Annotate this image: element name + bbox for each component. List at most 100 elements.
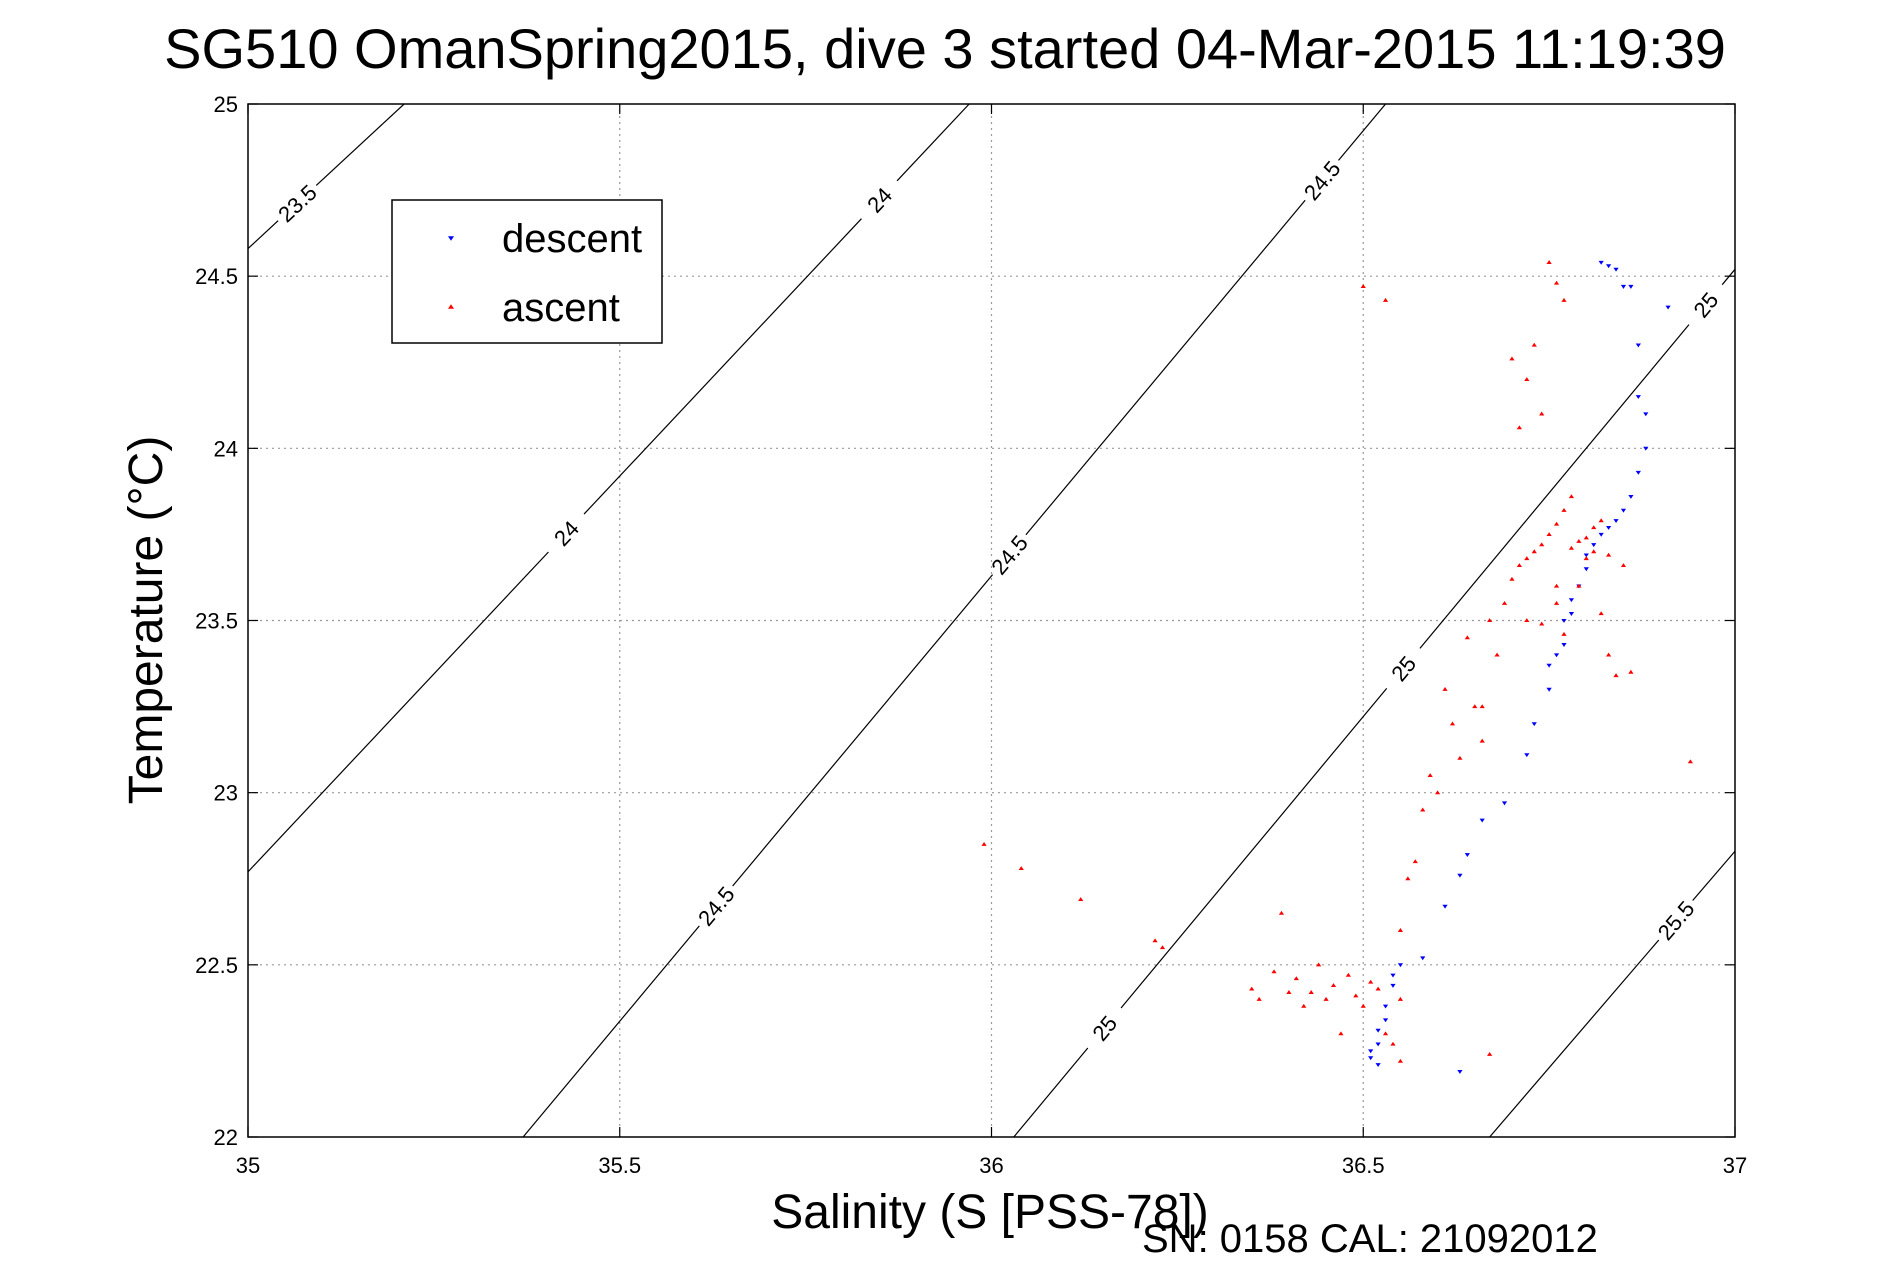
ascent-point	[1539, 621, 1545, 626]
density-contour-label: 25	[1689, 288, 1724, 323]
ascent-point	[1018, 866, 1024, 870]
descent-point	[1368, 1056, 1374, 1061]
density-contour-line	[1489, 939, 1660, 1137]
descent-point	[1628, 284, 1634, 289]
ascent-point	[1509, 356, 1515, 361]
density-contour-line	[315, 104, 405, 186]
descent-point	[1643, 412, 1649, 417]
ascent-point	[1316, 962, 1322, 967]
descent-point	[1583, 553, 1589, 558]
descent-point	[1568, 598, 1575, 603]
ascent-point	[1598, 518, 1604, 523]
ascent-point	[1553, 583, 1560, 588]
legend-marker-descent	[448, 236, 454, 241]
density-contour-line	[522, 925, 700, 1137]
ascent-point	[1620, 563, 1627, 567]
ascent-point	[1249, 986, 1255, 991]
ascent-point	[1516, 425, 1522, 430]
ascent-point	[1591, 525, 1597, 530]
ascent-point	[1487, 618, 1493, 623]
density-contour-line	[248, 551, 549, 873]
ascent-point	[1159, 945, 1166, 950]
x-tick-label: 35	[236, 1153, 260, 1178]
ascent-point	[1524, 377, 1530, 382]
density-contour-label: 23.5	[273, 180, 321, 227]
ascent-point	[1494, 652, 1500, 657]
ascent-point	[1360, 284, 1366, 289]
descent-point	[1457, 873, 1463, 878]
descent-point	[1635, 470, 1641, 475]
ascent-point	[1591, 549, 1597, 554]
ascent-point	[1553, 521, 1560, 526]
ascent-point	[1427, 773, 1433, 778]
chart-title: SG510 OmanSpring2015, dive 3 started 04-…	[164, 17, 1726, 80]
data-points	[981, 260, 1693, 1074]
ascent-point	[1531, 342, 1537, 347]
ascent-point	[1561, 631, 1567, 636]
ascent-point	[1472, 704, 1478, 709]
ascent-point	[1360, 1003, 1366, 1008]
ascent-point	[1442, 687, 1448, 691]
descent-point	[1665, 305, 1671, 310]
density-contour-line	[732, 574, 994, 887]
ascent-point	[1531, 549, 1537, 554]
ascent-point	[1271, 969, 1277, 974]
ascent-point	[1568, 494, 1575, 499]
density-contour-label: 24.5	[693, 882, 740, 931]
ascent-point	[1375, 986, 1381, 991]
y-tick-label: 24.5	[195, 264, 238, 289]
descent-point	[1620, 284, 1627, 289]
descent-point	[1382, 1018, 1389, 1023]
descent-point	[1628, 494, 1634, 499]
density-contour-label: 24	[862, 183, 897, 218]
ascent-point	[1606, 652, 1612, 657]
ascent-point	[1382, 297, 1389, 302]
ascent-point	[1561, 297, 1567, 302]
descent-point	[1598, 532, 1604, 537]
ascent-point	[1598, 611, 1604, 616]
ascent-point	[1487, 1052, 1493, 1056]
ascent-point	[1308, 990, 1314, 994]
ascent-point	[1256, 996, 1262, 1001]
density-contour-line	[1721, 268, 1735, 286]
descent-point	[1457, 1070, 1463, 1074]
descent-point	[1375, 1028, 1381, 1033]
ascent-point	[1382, 1031, 1389, 1036]
ascent-point	[1390, 1041, 1396, 1046]
legend-marker-ascent	[448, 304, 454, 309]
ascent-point	[1301, 1003, 1307, 1008]
ascent-point	[1397, 996, 1404, 1001]
y-tick-label: 23	[214, 781, 238, 806]
density-contour-line	[1419, 324, 1690, 649]
descent-point	[1591, 543, 1597, 548]
descent-point	[1375, 1042, 1381, 1047]
density-contour-line	[1013, 1047, 1089, 1137]
ascent-point	[1553, 600, 1560, 605]
descent-point	[1598, 260, 1604, 265]
ascent-point	[1583, 556, 1589, 561]
ascent-point	[1449, 721, 1456, 726]
descent-point	[1620, 508, 1627, 513]
descent-point	[1583, 567, 1589, 572]
descent-point	[1390, 973, 1396, 978]
density-contour-label: 24.5	[986, 531, 1033, 580]
legend: descent ascent	[391, 199, 663, 344]
ascent-point	[1501, 600, 1508, 605]
ascent-point	[1286, 990, 1292, 994]
density-contour-line	[896, 104, 970, 182]
y-tick-label: 23.5	[195, 609, 238, 634]
legend-label-descent: descent	[502, 217, 642, 261]
ascent-point	[1353, 993, 1359, 998]
density-contour-line	[1025, 199, 1306, 536]
serial-calibration-footer: SN: 0158 CAL: 21092012	[1142, 1217, 1598, 1261]
ascent-point	[1278, 910, 1285, 915]
x-tick-label: 37	[1723, 1153, 1747, 1178]
ascent-point	[1568, 545, 1575, 550]
legend-box	[391, 199, 663, 344]
ascent-point	[1078, 897, 1084, 901]
ascent-point	[1509, 576, 1515, 581]
ascent-point	[1524, 556, 1530, 561]
descent-point	[1606, 525, 1612, 530]
density-contour-line	[248, 220, 279, 250]
ascent-point	[1546, 532, 1552, 536]
